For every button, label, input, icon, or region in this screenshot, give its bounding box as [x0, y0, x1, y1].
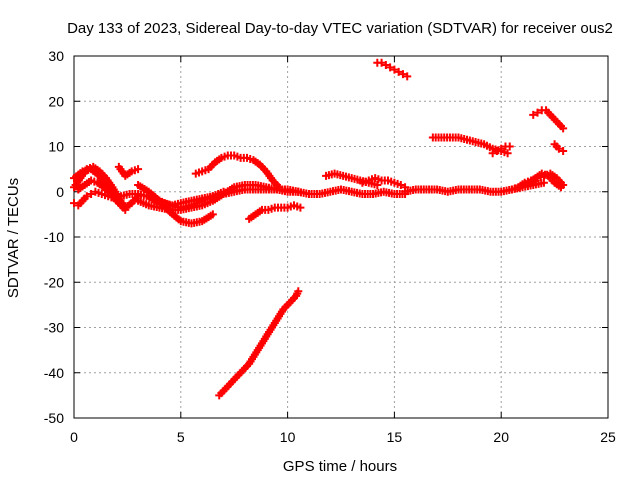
y-tick-labels: -50 -40 -30 -20 -10 0 10 20 30 — [44, 48, 64, 426]
x-axis-label: GPS time / hours — [283, 458, 397, 475]
data-point — [559, 124, 568, 133]
series-arc-12 — [294, 185, 410, 199]
y-tick-label: -20 — [44, 274, 64, 290]
series-arc-9 — [191, 151, 284, 192]
y-tick-label: 10 — [48, 139, 64, 155]
y-tick-label: -30 — [44, 320, 64, 336]
y-tick-label: -50 — [44, 410, 64, 426]
series-arc-22 — [550, 140, 568, 156]
series-arc-5 — [114, 162, 143, 180]
data-point — [390, 65, 399, 74]
chart-title: Day 133 of 2023, Sidereal Day-to-day VTE… — [67, 20, 613, 37]
series-arc-8 — [134, 180, 303, 214]
y-axis-label: SDTVAR / TECUs — [5, 178, 22, 298]
data-point — [87, 190, 96, 199]
y-tick-label: 20 — [48, 93, 64, 109]
x-tick-label: 10 — [280, 429, 296, 445]
x-tick-labels: 0 5 10 15 20 25 — [70, 429, 616, 445]
data-point — [492, 147, 501, 156]
data-point — [396, 180, 405, 189]
data-point — [529, 110, 538, 119]
data-point — [381, 61, 390, 70]
data-point — [296, 203, 305, 212]
data-point — [559, 147, 568, 156]
y-tick-label: 0 — [56, 184, 64, 200]
data-point — [294, 287, 303, 296]
x-tick-label: 5 — [177, 429, 185, 445]
data-point — [557, 183, 566, 192]
series-arc-17 — [428, 133, 512, 158]
data-point — [497, 144, 506, 153]
x-tick-label: 20 — [493, 429, 509, 445]
series-arc-15 — [373, 58, 412, 81]
data-point — [119, 201, 128, 210]
data-point — [82, 192, 91, 201]
series-arc-13 — [322, 169, 382, 189]
series-arc-10 — [215, 287, 303, 400]
data-point — [539, 178, 548, 187]
series-arc-18 — [488, 142, 514, 158]
data-point — [533, 108, 542, 117]
data-point — [554, 144, 563, 153]
grid-lines — [74, 56, 608, 418]
series-arc-4 — [74, 176, 128, 210]
data-point — [394, 67, 403, 76]
x-tick-label: 0 — [70, 429, 78, 445]
data-point — [134, 165, 143, 174]
data-point — [275, 183, 284, 192]
data-point — [208, 210, 217, 219]
series-arc-11 — [245, 201, 305, 223]
series-arc-20 — [518, 169, 566, 192]
data-points — [70, 58, 568, 400]
data-point — [488, 149, 497, 158]
data-point — [505, 142, 514, 151]
data-point — [386, 63, 395, 72]
y-tick-label: 30 — [48, 48, 64, 64]
y-tick-label: -40 — [44, 365, 64, 381]
series-arc-14 — [358, 174, 410, 192]
axis-ticks — [73, 55, 609, 419]
data-point — [403, 72, 412, 81]
data-point — [373, 180, 382, 189]
series-arc-21 — [529, 106, 568, 133]
data-point — [121, 205, 130, 214]
data-point — [503, 149, 512, 158]
y-tick-label: -10 — [44, 229, 64, 245]
data-point — [377, 58, 386, 67]
x-tick-label: 25 — [600, 429, 616, 445]
data-point — [398, 70, 407, 79]
x-tick-label: 15 — [387, 429, 403, 445]
